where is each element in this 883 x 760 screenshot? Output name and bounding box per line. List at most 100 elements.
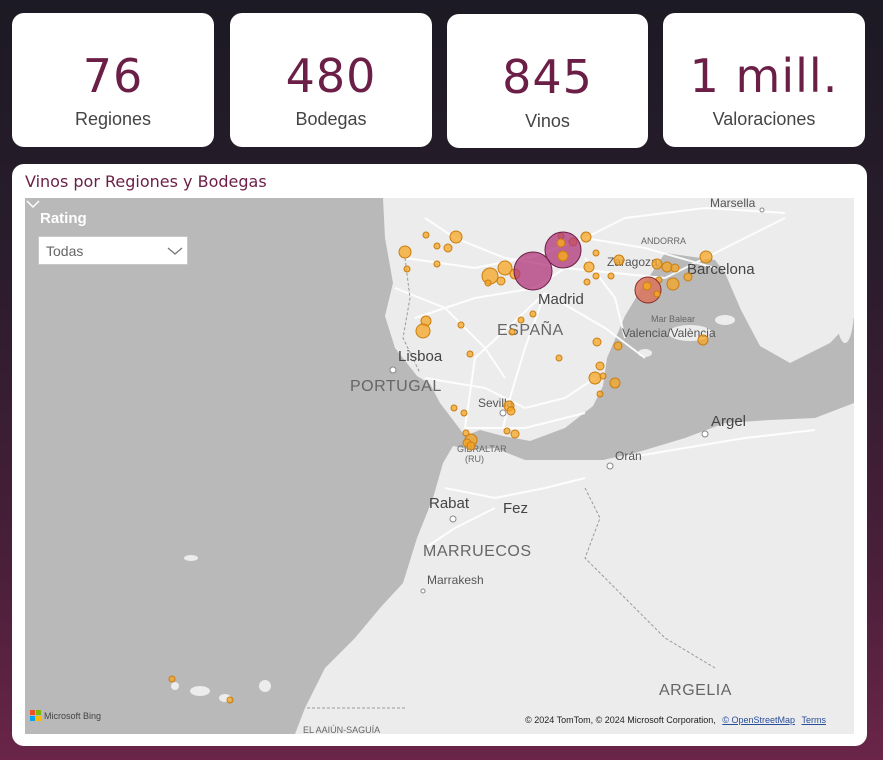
rating-filter-label: Rating — [40, 210, 87, 227]
wine-marker[interactable] — [599, 372, 607, 380]
map-panel: Vinos por Regiones y Bodegas — [12, 164, 867, 746]
wine-marker[interactable] — [497, 260, 513, 276]
rating-select[interactable]: Todas — [38, 236, 188, 265]
label-barcelona: Barcelona — [687, 261, 755, 278]
wine-marker[interactable] — [555, 354, 563, 362]
wine-marker[interactable] — [596, 390, 604, 398]
chevron-down-icon[interactable] — [25, 198, 41, 210]
terms-link[interactable]: Terms — [801, 715, 827, 725]
wine-marker[interactable] — [670, 263, 680, 273]
wine-marker[interactable] — [529, 310, 537, 318]
wine-marker[interactable] — [460, 409, 468, 417]
kpi-label: Vinos — [525, 111, 570, 131]
label-fez: Fez — [503, 500, 528, 517]
wine-marker[interactable] — [592, 272, 600, 280]
kpi-value: 1 mill. — [689, 49, 839, 103]
label-rabat: Rabat — [429, 495, 470, 512]
wine-marker[interactable] — [517, 316, 525, 324]
wine-marker[interactable] — [403, 265, 411, 273]
wine-marker[interactable] — [595, 361, 605, 371]
wine-marker[interactable] — [466, 350, 474, 358]
label-portugal: PORTUGAL — [350, 378, 442, 395]
map-labels: Marsella ANDORRA Zaragoza Barcelona Madr… — [303, 198, 756, 734]
map-svg: Marsella ANDORRA Zaragoza Barcelona Madr… — [168, 198, 854, 734]
label-argel: Argel — [711, 413, 746, 430]
kpi-card-valoraciones: 1 mill. Valoraciones — [663, 13, 865, 147]
wine-marker[interactable] — [613, 341, 623, 351]
wine-marker[interactable] — [588, 371, 602, 385]
wine-marker[interactable] — [661, 261, 673, 273]
wine-marker[interactable] — [398, 245, 412, 259]
kpi-label: Bodegas — [295, 109, 367, 129]
label-lisboa: Lisboa — [398, 348, 443, 365]
land — [171, 198, 854, 734]
wine-marker-large[interactable] — [544, 231, 582, 269]
map-canvas[interactable]: Marsella ANDORRA Zaragoza Barcelona Madr… — [25, 198, 854, 734]
label-argelia: ARGELIA — [659, 682, 732, 699]
wine-marker[interactable] — [653, 290, 661, 298]
microsoft-logo-icon — [30, 710, 41, 721]
wine-marker[interactable] — [557, 250, 569, 262]
map-title: Vinos por Regiones y Bodegas — [25, 172, 267, 191]
wine-marker[interactable] — [592, 337, 602, 347]
osm-link[interactable]: © OpenStreetMap — [722, 715, 795, 725]
borders — [305, 257, 716, 709]
wine-marker[interactable] — [506, 406, 516, 416]
wine-marker[interactable] — [484, 279, 492, 287]
wine-marker[interactable] — [697, 334, 709, 346]
label-el-aaiun: EL AAIÚN-SAGUÍA — [303, 725, 380, 734]
wine-marker[interactable] — [666, 277, 680, 291]
label-marsella: Marsella — [710, 198, 756, 210]
wine-marker[interactable] — [433, 260, 441, 268]
rating-select-value: Todas — [46, 243, 84, 259]
label-espana: ESPAÑA — [497, 319, 564, 339]
wine-marker[interactable] — [449, 230, 463, 244]
wine-marker[interactable] — [496, 276, 506, 286]
wine-markers-overlay — [556, 238, 661, 298]
label-andorra: ANDORRA — [641, 236, 686, 246]
kpi-value: 845 — [502, 50, 593, 104]
wine-marker[interactable] — [508, 328, 516, 336]
label-gibraltar-sub: (RU) — [465, 454, 484, 464]
wine-marker[interactable] — [510, 429, 520, 439]
bing-brand: Microsoft Bing — [44, 710, 102, 721]
kpi-card-regiones: 76 Regiones — [12, 13, 214, 147]
wine-marker[interactable] — [642, 281, 652, 291]
wine-marker[interactable] — [462, 429, 470, 437]
wine-marker[interactable] — [556, 238, 566, 248]
kpi-value: 76 — [82, 49, 144, 103]
label-valencia: Valencia/València — [622, 326, 716, 340]
label-madrid: Madrid — [538, 291, 584, 308]
wine-marker[interactable] — [683, 272, 693, 282]
wine-marker[interactable] — [699, 250, 713, 264]
wine-marker[interactable] — [583, 261, 595, 273]
wine-marker[interactable] — [651, 258, 663, 270]
wine-marker[interactable] — [592, 249, 600, 257]
wine-marker[interactable] — [466, 441, 476, 451]
wine-marker[interactable] — [226, 696, 234, 704]
kpi-card-vinos: 845 Vinos — [447, 14, 648, 148]
wine-marker[interactable] — [168, 675, 176, 683]
wine-marker[interactable] — [609, 377, 621, 389]
label-marrakesh: Marrakesh — [427, 573, 484, 587]
wine-marker[interactable] — [580, 231, 592, 243]
wine-marker[interactable] — [607, 272, 615, 280]
label-mar-balear: Mar Balear — [651, 314, 695, 324]
map-copyright: © 2024 TomTom, © 2024 Microsoft Corporat… — [525, 715, 826, 725]
wine-marker[interactable] — [443, 243, 453, 253]
wine-marker[interactable] — [433, 242, 441, 250]
city-dots — [389, 207, 765, 594]
wine-marker[interactable] — [583, 278, 591, 286]
label-oran: Orán — [615, 449, 642, 463]
kpi-value: 480 — [285, 49, 377, 103]
wine-marker[interactable] — [503, 427, 511, 435]
wine-marker[interactable] — [415, 323, 431, 339]
kpi-label: Regiones — [74, 109, 152, 129]
wine-marker[interactable] — [457, 321, 465, 329]
wine-marker[interactable] — [422, 231, 430, 239]
wine-marker[interactable] — [450, 404, 458, 412]
chevron-down-icon — [167, 247, 183, 255]
wine-marker-large[interactable] — [513, 251, 553, 291]
wine-marker[interactable] — [613, 254, 625, 266]
label-gibraltar: GIBRALTAR — [457, 444, 507, 454]
